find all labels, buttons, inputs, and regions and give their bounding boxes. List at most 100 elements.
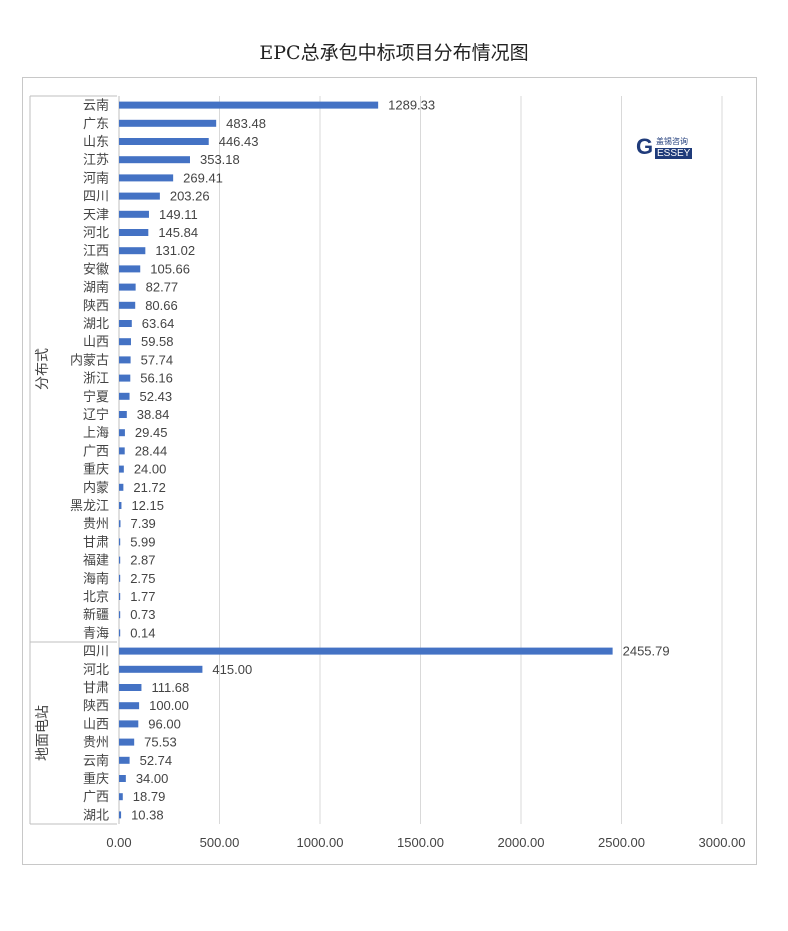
data-label: 52.43	[140, 389, 173, 404]
bar	[119, 210, 149, 218]
data-label: 203.26	[170, 189, 210, 204]
group-label: 分布式	[35, 348, 51, 390]
data-label: 353.18	[200, 152, 240, 167]
data-label: 105.66	[150, 261, 190, 276]
data-label: 21.72	[133, 480, 166, 495]
data-label: 59.58	[141, 334, 174, 349]
bar	[119, 520, 121, 528]
bar	[119, 392, 130, 400]
category-label: 上海	[83, 426, 109, 441]
category-label: 辽宁	[83, 407, 109, 423]
category-label: 青海	[83, 626, 109, 641]
chart-title: EPC总承包中标项目分布情况图	[259, 42, 529, 64]
bar	[119, 374, 131, 382]
x-tick-label: 2500.00	[598, 835, 645, 850]
category-label: 广西	[83, 444, 109, 459]
category-label: 北京	[83, 590, 109, 605]
bar	[119, 229, 149, 236]
data-label: 1.77	[130, 589, 155, 604]
bar	[119, 574, 121, 582]
bar	[119, 411, 127, 418]
labels: 0.00 500.00 1000.00 1500.00 2000.00 2500.00 30…	[35, 98, 746, 850]
data-label: 80.66	[145, 298, 178, 313]
bar	[119, 756, 130, 764]
data-label: 0.73	[130, 607, 155, 622]
bar	[119, 192, 160, 200]
category-label: 贵州	[83, 517, 109, 532]
category-label: 黑龙江	[70, 499, 109, 514]
bar	[119, 174, 174, 182]
bar	[119, 465, 124, 473]
category-label: 浙江	[83, 372, 109, 387]
category-label: 河北	[83, 663, 109, 678]
data-label: 5.99	[130, 534, 155, 549]
category-label: 湖南	[83, 280, 109, 296]
category-label: 甘肃	[83, 681, 109, 696]
bar	[119, 301, 136, 309]
category-label: 贵州	[83, 736, 109, 751]
category-label: 江苏	[83, 152, 109, 168]
bar	[119, 611, 121, 619]
category-label: 江西	[83, 244, 109, 259]
category-label: 云南	[83, 753, 109, 769]
category-label: 河北	[83, 226, 109, 241]
data-label: 28.44	[135, 443, 168, 458]
category-label: 湖北	[83, 317, 109, 332]
category-label: 天津	[83, 208, 109, 223]
logo-text-cn: 盖锡咨询	[656, 137, 688, 146]
bar	[119, 247, 146, 255]
bar	[119, 538, 121, 546]
data-label: 415.00	[212, 662, 252, 677]
category-label: 新疆	[83, 607, 109, 623]
logo-text-en: ESSEY	[655, 148, 693, 159]
x-tick-label: 0.00	[106, 835, 131, 850]
data-label: 57.74	[141, 352, 174, 367]
data-label: 145.84	[158, 225, 198, 240]
logo-letter: G	[636, 134, 654, 159]
bar	[119, 138, 209, 145]
data-label: 483.48	[226, 116, 266, 131]
bar	[119, 811, 122, 819]
data-label: 12.15	[131, 498, 164, 513]
category-label: 广东	[83, 117, 109, 132]
bar	[119, 647, 613, 655]
bar	[119, 338, 131, 346]
category-label: 甘肃	[83, 535, 109, 550]
bar	[119, 502, 122, 509]
bar	[119, 119, 217, 127]
category-label: 四川	[83, 190, 109, 205]
category-label: 安徽	[83, 262, 109, 277]
data-label: 29.45	[135, 425, 168, 440]
data-label: 24.00	[134, 462, 167, 477]
category-label: 湖北	[83, 808, 109, 823]
group-label: 地面电站	[35, 705, 51, 761]
data-label: 111.68	[151, 680, 189, 695]
data-label: 446.43	[219, 134, 259, 149]
data-label: 2.87	[130, 553, 155, 568]
bar	[119, 320, 132, 327]
data-label: 18.79	[133, 789, 166, 804]
gessey-logo: G 盖锡咨询 ESSEY	[636, 134, 706, 164]
category-label: 四川	[83, 645, 109, 660]
chart-frame	[22, 77, 757, 865]
data-label: 38.84	[137, 407, 170, 422]
data-label: 63.64	[142, 316, 175, 331]
category-label: 陕西	[83, 299, 109, 314]
category-label: 河南	[83, 170, 109, 186]
x-tick-label: 2000.00	[498, 835, 545, 850]
bar	[119, 629, 121, 637]
category-label: 内蒙古	[70, 352, 109, 368]
bar	[119, 556, 121, 564]
data-label: 269.41	[183, 170, 223, 185]
gridlines	[219, 96, 723, 824]
data-label: 0.14	[130, 625, 155, 640]
bar	[119, 156, 190, 164]
bar	[119, 665, 203, 673]
data-label: 52.74	[140, 753, 173, 768]
category-label: 陕西	[83, 699, 109, 714]
x-tick-label: 3000.00	[699, 835, 746, 850]
bar	[119, 775, 126, 782]
data-label: 2.75	[130, 571, 155, 586]
x-tick-label: 500.00	[200, 835, 240, 850]
